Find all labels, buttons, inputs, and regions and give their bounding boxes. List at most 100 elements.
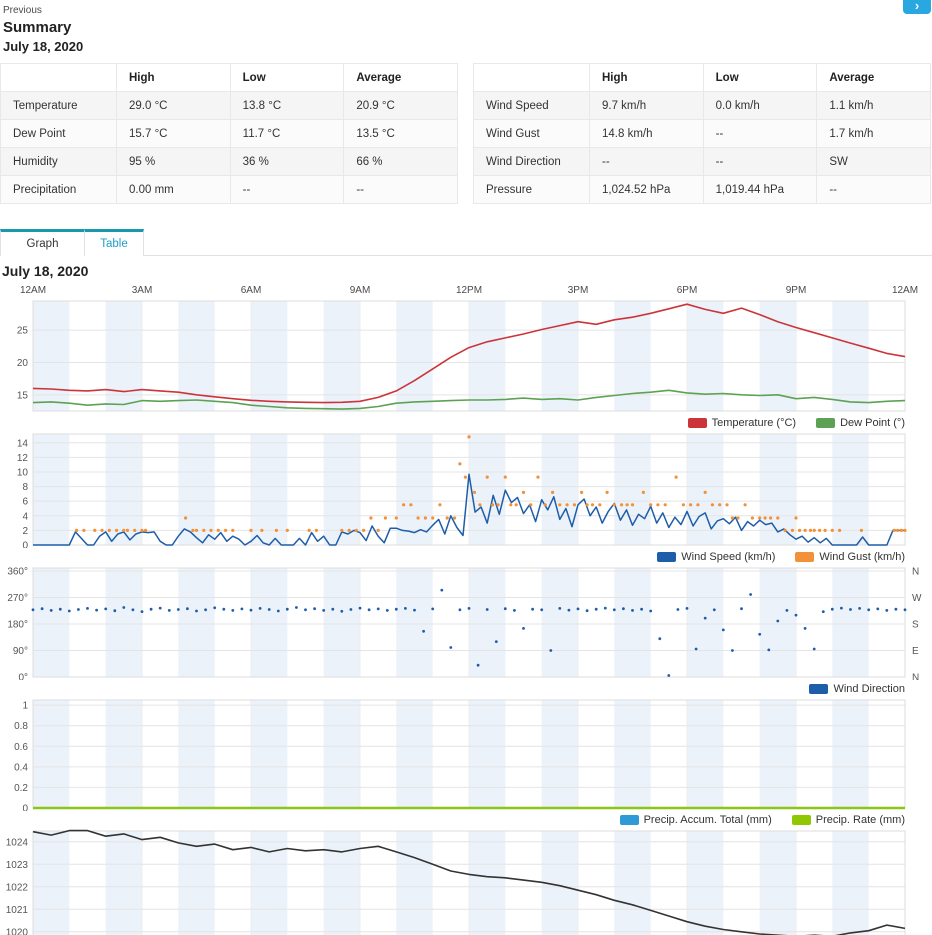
legend-swatch-icon <box>687 417 707 428</box>
legend-swatch-icon <box>657 551 677 562</box>
time-axis-label: 12AM <box>892 285 918 296</box>
right-axis-label: W <box>912 593 922 604</box>
legend-swatch-icon <box>816 417 836 428</box>
time-axis-label: 6AM <box>241 285 262 296</box>
table-cell: -- <box>343 175 458 204</box>
series-dots <box>31 588 907 677</box>
hour-stripes <box>33 568 869 677</box>
y-axis-label: 14 <box>17 438 29 449</box>
right-axis-label: S <box>912 619 919 630</box>
time-axis-label: 9AM <box>350 285 371 296</box>
temperature-chart[interactable]: 15 20 25 <box>0 298 932 414</box>
series-dots <box>75 435 907 532</box>
legend-item[interactable]: Temperature (°C) <box>687 417 796 429</box>
time-axis-label: 3AM <box>132 285 153 296</box>
legend-label: Wind Gust (km/h) <box>819 550 905 563</box>
table-header-cell: Average <box>816 63 931 92</box>
legend-swatch-icon <box>809 683 829 694</box>
temperature-legend: Temperature (°C) Dew Point (°) <box>0 414 932 431</box>
row-label: Wind Direction <box>473 147 590 176</box>
y-axis-label: 1020 <box>6 927 29 935</box>
chevron-right-icon: › <box>914 0 920 13</box>
time-axis-label: 12PM <box>456 285 482 296</box>
table-cell: 0.0 km/h <box>702 91 818 120</box>
row-label: Precipitation <box>0 175 117 204</box>
y-axis-label: 0 <box>22 804 28 812</box>
table-row: Precipitation 0.00 mm -- -- <box>0 175 458 204</box>
table-row: Pressure 1,024.52 hPa 1,019.44 hPa -- <box>473 175 931 204</box>
legend-item[interactable]: Precip. Accum. Total (mm) <box>619 814 772 826</box>
graph-date-heading: July 18, 2020 <box>2 263 89 279</box>
gridlines <box>32 830 906 935</box>
table-cell: 1,024.52 hPa <box>589 175 704 204</box>
table-header-cell <box>0 63 117 92</box>
table-header-row: High Low Average <box>473 63 931 92</box>
row-label: Humidity <box>0 147 117 176</box>
legend-item[interactable]: Dew Point (°) <box>816 417 905 429</box>
row-label: Wind Speed <box>473 91 590 120</box>
table-cell: 14.8 km/h <box>589 119 704 148</box>
table-cell: 1,019.44 hPa <box>702 175 818 204</box>
table-cell: 11.7 °C <box>229 119 345 148</box>
y-axis-label: 1022 <box>6 882 29 893</box>
legend-item[interactable]: Wind Speed (km/h) <box>657 551 775 563</box>
row-label: Pressure <box>473 175 590 204</box>
hour-stripes <box>33 434 869 545</box>
y-axis-label: 8 <box>22 482 28 493</box>
y-axis-label: 4 <box>22 511 28 522</box>
tab-graph[interactable]: Graph <box>0 229 85 256</box>
table-header-cell: Low <box>702 63 818 92</box>
y-axis-label: 0 <box>22 541 28 549</box>
tab-table[interactable]: Table <box>85 229 144 256</box>
table-cell: 66 % <box>343 147 458 176</box>
legend-swatch-icon <box>791 814 811 825</box>
table-row: Dew Point 15.7 °C 11.7 °C 13.5 °C <box>0 119 458 148</box>
table-cell: 15.7 °C <box>116 119 231 148</box>
legend-item[interactable]: Precip. Rate (mm) <box>791 814 905 826</box>
legend-label: Wind Direction <box>833 682 905 695</box>
row-label: Dew Point <box>0 119 117 148</box>
wind-direction-chart[interactable]: 0° 90° 180° 270° 360° N W S E N <box>0 565 932 680</box>
y-axis-label: 12 <box>17 453 29 464</box>
table-cell: 95 % <box>116 147 231 176</box>
y-axis-label: 2 <box>22 526 28 537</box>
legend-item[interactable]: Wind Gust (km/h) <box>795 551 905 563</box>
table-cell: 29.0 °C <box>116 91 231 120</box>
y-axis-label: 10 <box>17 467 29 478</box>
time-axis-label: 6PM <box>677 285 698 296</box>
legend-label: Dew Point (°) <box>840 416 905 429</box>
y-axis-label: 180° <box>7 619 28 630</box>
series-line <box>32 389 906 410</box>
y-axis-label: 1021 <box>6 905 29 916</box>
table-cell: -- <box>702 147 818 176</box>
y-axis-label: 0.2 <box>14 783 28 794</box>
legend-item[interactable]: Wind Direction <box>809 683 905 695</box>
table-header-cell: High <box>589 63 704 92</box>
table-cell: 0.00 mm <box>116 175 231 204</box>
next-button[interactable]: › <box>903 0 931 14</box>
row-label: Wind Gust <box>473 119 590 148</box>
precipitation-chart[interactable]: 0 0.2 0.4 0.6 0.8 1 <box>0 697 932 811</box>
table-header-cell: Average <box>343 63 458 92</box>
y-axis-label: 90° <box>13 646 28 657</box>
pressure-chart[interactable]: 1020 1021 1022 1023 1024 <box>0 828 932 935</box>
table-cell: -- <box>816 175 931 204</box>
y-axis-label: 360° <box>7 566 28 577</box>
y-axis-label: 1024 <box>6 837 29 848</box>
wind-legend: Wind Speed (km/h) Wind Gust (km/h) <box>0 548 932 565</box>
table-header-cell: High <box>116 63 231 92</box>
y-axis-label: 20 <box>17 358 29 369</box>
table-cell: SW <box>816 147 931 176</box>
table-header-row: High Low Average <box>0 63 458 92</box>
table-row: Temperature 29.0 °C 13.8 °C 20.9 °C <box>0 91 458 120</box>
wind-chart[interactable]: 0 2 4 6 8 10 12 14 <box>0 431 932 548</box>
previous-link[interactable]: Previous <box>3 5 42 16</box>
summary-table-temperature: High Low Average Temperature 29.0 °C 13.8 °C… <box>0 63 458 204</box>
wind-direction-legend: Wind Direction <box>0 680 932 697</box>
right-axis-label: E <box>912 646 919 657</box>
table-cell: 9.7 km/h <box>589 91 704 120</box>
time-axis-label: 9PM <box>786 285 807 296</box>
y-axis-label: 270° <box>7 593 28 604</box>
series-line <box>33 473 905 546</box>
